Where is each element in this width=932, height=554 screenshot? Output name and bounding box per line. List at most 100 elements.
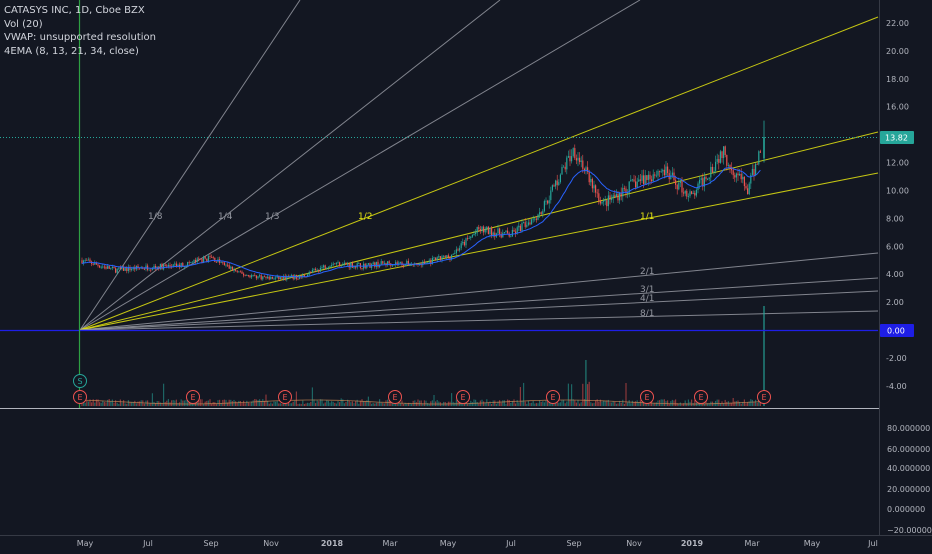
candle	[206, 258, 208, 262]
volume-bar	[631, 400, 633, 406]
earnings-marker[interactable]: E	[456, 390, 470, 404]
volume-bar	[97, 399, 99, 406]
gann-fan-line[interactable]	[79, 0, 501, 331]
volume-bar	[247, 402, 249, 406]
candle	[332, 263, 334, 266]
volume-bar	[87, 401, 89, 406]
candle	[111, 266, 113, 269]
candle	[518, 225, 520, 228]
candle	[84, 260, 86, 261]
candle	[177, 264, 179, 267]
candle	[251, 275, 253, 278]
volume-axis-label: 20.000000	[887, 485, 930, 494]
earnings-marker[interactable]: E	[186, 390, 200, 404]
time-axis-bg[interactable]	[0, 536, 932, 550]
candle	[212, 257, 214, 258]
volume-bar	[523, 382, 525, 406]
earnings-marker[interactable]: E	[388, 390, 402, 404]
candle	[422, 261, 424, 266]
candle	[510, 236, 512, 238]
time-axis-label: Jul	[505, 539, 516, 548]
volume-bar	[571, 384, 573, 406]
candle	[108, 266, 110, 269]
chart-legend[interactable]: CATASYS INC, 1D, Cboe BZX Vol (20) VWAP:…	[4, 4, 156, 58]
candle	[686, 190, 688, 197]
candle	[715, 161, 717, 171]
volume-bar	[100, 402, 102, 406]
gann-fan-line[interactable]	[79, 277, 879, 331]
candle	[499, 228, 501, 235]
candle	[748, 183, 750, 195]
gann-fan-line[interactable]	[79, 290, 879, 331]
earnings-marker[interactable]: E	[278, 390, 292, 404]
split-marker[interactable]: S	[73, 374, 87, 388]
gann-fan-line[interactable]	[79, 0, 301, 331]
candle	[329, 266, 331, 268]
earnings-marker[interactable]: E	[640, 390, 654, 404]
candle	[476, 227, 478, 233]
earnings-marker[interactable]: E	[546, 390, 560, 404]
candle	[739, 173, 741, 176]
candle	[153, 265, 155, 269]
legend-ema[interactable]: 4EMA (8, 13, 21, 34, close)	[4, 45, 139, 57]
earnings-marker-label: E	[282, 393, 287, 402]
candle	[308, 272, 310, 275]
candle	[174, 263, 176, 265]
candle	[345, 262, 347, 265]
volume-bar	[263, 400, 265, 406]
volume-bar	[446, 403, 448, 406]
volume-bar	[468, 403, 470, 406]
volume-bar	[92, 399, 94, 406]
earnings-marker[interactable]: E	[757, 390, 771, 404]
candle	[331, 265, 333, 267]
candle	[614, 195, 616, 197]
candle	[687, 196, 689, 198]
candle	[665, 166, 667, 176]
candle	[215, 261, 217, 263]
earnings-marker[interactable]: E	[694, 390, 708, 404]
gann-fan-line[interactable]	[79, 0, 641, 331]
volume-bar	[260, 400, 262, 406]
volume-bar	[287, 402, 289, 406]
price-axis-bg[interactable]	[880, 0, 932, 535]
volume-bar	[255, 399, 257, 406]
candle	[148, 269, 150, 271]
volume-bar	[358, 403, 360, 406]
volume-bar	[494, 400, 496, 406]
volume-bar	[567, 383, 569, 406]
candle	[467, 238, 469, 240]
volume-bar	[521, 400, 523, 406]
volume-bar	[217, 400, 219, 406]
legend-symbol[interactable]: CATASYS INC, 1D, Cboe BZX	[4, 5, 145, 16]
price-axis-label: 4.00	[886, 270, 904, 279]
candle	[678, 182, 680, 190]
volume-bar	[153, 401, 155, 406]
volume-bar	[492, 400, 494, 406]
volume-bar	[716, 399, 718, 406]
gann-fan-line[interactable]	[79, 310, 879, 331]
legend-volume[interactable]: Vol (20)	[4, 18, 43, 30]
volume-bar	[588, 381, 590, 406]
volume-bar	[651, 401, 653, 406]
volume-bar	[219, 399, 221, 406]
volume-bar	[199, 399, 201, 406]
candle	[340, 265, 342, 267]
volume-bar	[467, 403, 469, 406]
volume-bar	[574, 400, 576, 406]
candle	[566, 157, 568, 170]
candle	[438, 256, 440, 258]
time-axis-label: 2018	[321, 539, 344, 548]
gann-fan-line[interactable]	[79, 172, 879, 331]
candle	[143, 268, 145, 270]
volume-bar	[518, 402, 520, 406]
volume-bar	[611, 402, 613, 406]
legend-vwap[interactable]: VWAP: unsupported resolution	[4, 32, 156, 43]
gann-fan-line[interactable]	[79, 16, 879, 331]
candle	[327, 267, 329, 269]
candle	[431, 257, 433, 265]
earnings-marker[interactable]: E	[73, 390, 87, 404]
gann-fan-line[interactable]	[79, 252, 879, 331]
candle	[646, 175, 648, 180]
